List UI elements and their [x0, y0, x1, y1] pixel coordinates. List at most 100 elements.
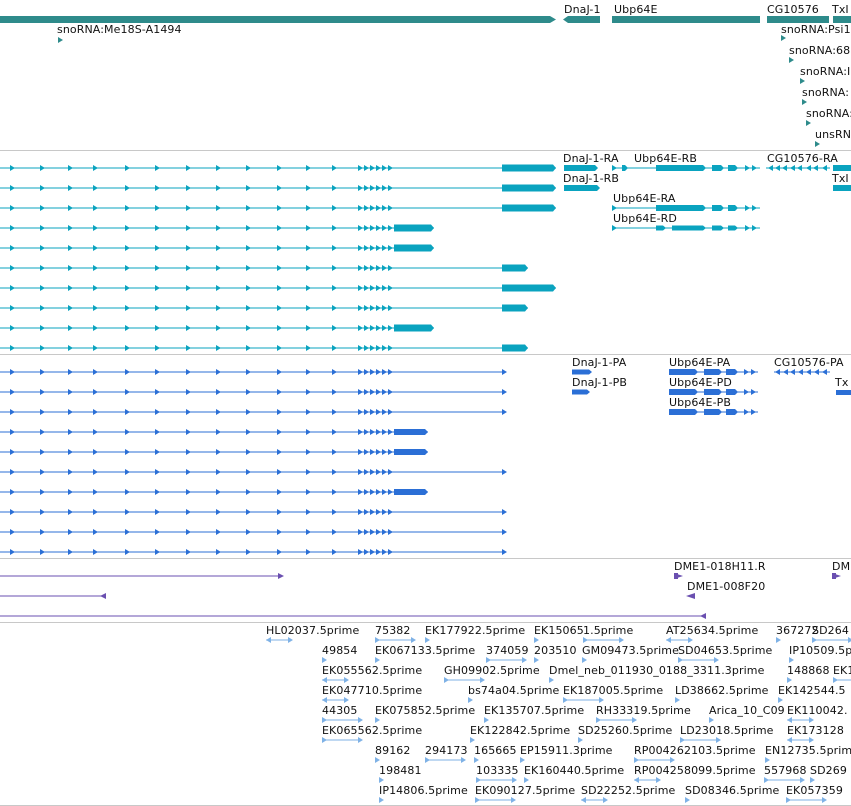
est-arrow[interactable]: [578, 737, 583, 743]
exon-arrow[interactable]: [364, 389, 369, 395]
exon-arrow[interactable]: [364, 449, 369, 455]
exon-arrow[interactable]: [277, 489, 282, 495]
exon-arrow[interactable]: [745, 205, 750, 211]
exon-arrow[interactable]: [358, 449, 363, 455]
est-arrow[interactable]: [375, 637, 380, 643]
exon-arrow[interactable]: [186, 345, 191, 351]
exon-arrow[interactable]: [751, 409, 756, 415]
exon-arrow[interactable]: [246, 345, 251, 351]
est-arrow[interactable]: [822, 797, 827, 803]
est-arrow[interactable]: [344, 697, 349, 703]
exon-arrow[interactable]: [370, 185, 375, 191]
exon-block[interactable]: [622, 165, 628, 171]
exon-arrow[interactable]: [364, 369, 369, 375]
gene-feature-cg10576[interactable]: [767, 16, 829, 23]
exon-block[interactable]: [394, 244, 434, 252]
est-arrow[interactable]: [678, 657, 683, 663]
exon-arrow[interactable]: [68, 389, 73, 395]
exon-arrow[interactable]: [277, 509, 282, 515]
exon-arrow[interactable]: [332, 389, 337, 395]
exon-arrow[interactable]: [10, 265, 15, 271]
exon-arrow[interactable]: [246, 225, 251, 231]
est-arrow[interactable]: [476, 777, 481, 783]
exon-arrow[interactable]: [370, 489, 375, 495]
exon-arrow[interactable]: [382, 185, 387, 191]
est-arrow[interactable]: [582, 657, 587, 663]
exon-arrow[interactable]: [376, 205, 381, 211]
exon-arrow[interactable]: [370, 429, 375, 435]
exon-arrow[interactable]: [382, 225, 387, 231]
est-arrow[interactable]: [468, 697, 473, 703]
exon-arrow[interactable]: [358, 529, 363, 535]
exon-arrow[interactable]: [125, 165, 130, 171]
end-arrow[interactable]: [502, 469, 507, 475]
est-arrow[interactable]: [379, 797, 384, 803]
exon-arrow[interactable]: [186, 285, 191, 291]
exon-arrow[interactable]: [246, 449, 251, 455]
exon-arrow[interactable]: [216, 205, 221, 211]
exon-block[interactable]: [669, 389, 698, 395]
exon-arrow[interactable]: [186, 469, 191, 475]
exon-arrow[interactable]: [125, 549, 130, 555]
exon-arrow[interactable]: [814, 369, 819, 375]
exon-arrow[interactable]: [382, 165, 387, 171]
exon-arrow[interactable]: [93, 469, 98, 475]
exon-block[interactable]: [394, 429, 428, 435]
exon-arrow[interactable]: [216, 389, 221, 395]
exon-block[interactable]: [502, 264, 528, 272]
exon-arrow[interactable]: [370, 305, 375, 311]
clone-arrow[interactable]: [700, 613, 706, 619]
exon-arrow[interactable]: [277, 429, 282, 435]
exon-arrow[interactable]: [358, 509, 363, 515]
exon-arrow[interactable]: [155, 185, 160, 191]
est-arrow[interactable]: [714, 657, 719, 663]
gene-feature-ubp64e[interactable]: [612, 16, 760, 23]
exon-arrow[interactable]: [364, 225, 369, 231]
exon-block[interactable]: [656, 165, 706, 171]
exon-arrow[interactable]: [388, 285, 393, 291]
exon-block[interactable]: [728, 165, 738, 171]
exon-arrow[interactable]: [246, 165, 251, 171]
exon-block[interactable]: [726, 369, 738, 375]
exon-block[interactable]: [728, 205, 738, 211]
exon-arrow[interactable]: [216, 409, 221, 415]
est-arrow[interactable]: [800, 777, 805, 783]
exon-arrow[interactable]: [388, 409, 393, 415]
exon-arrow[interactable]: [332, 165, 337, 171]
gene-feature-dnaj1[interactable]: [563, 16, 600, 23]
exon-arrow[interactable]: [388, 325, 393, 331]
exon-block[interactable]: [712, 165, 724, 171]
snorna-arrow[interactable]: [58, 37, 63, 43]
exon-arrow[interactable]: [10, 369, 15, 375]
exon-arrow[interactable]: [186, 489, 191, 495]
exon-arrow[interactable]: [332, 205, 337, 211]
est-arrow[interactable]: [670, 757, 675, 763]
exon-arrow[interactable]: [68, 225, 73, 231]
clone-feature-dme1-008f20[interactable]: [686, 593, 695, 599]
snorna-arrow[interactable]: [800, 78, 805, 84]
exon-arrow[interactable]: [364, 429, 369, 435]
exon-arrow[interactable]: [68, 509, 73, 515]
exon-arrow[interactable]: [358, 429, 363, 435]
exon-arrow[interactable]: [382, 345, 387, 351]
exon-arrow[interactable]: [813, 165, 818, 171]
exon-arrow[interactable]: [246, 469, 251, 475]
exon-arrow[interactable]: [358, 469, 363, 475]
protein-block-dnaj1-pa[interactable]: [572, 369, 592, 375]
exon-arrow[interactable]: [10, 245, 15, 251]
exon-arrow[interactable]: [125, 429, 130, 435]
exon-arrow[interactable]: [370, 469, 375, 475]
exon-arrow[interactable]: [10, 549, 15, 555]
exon-arrow[interactable]: [388, 549, 393, 555]
est-arrow[interactable]: [411, 637, 416, 643]
exon-arrow[interactable]: [358, 345, 363, 351]
exon-arrow[interactable]: [155, 549, 160, 555]
exon-arrow[interactable]: [93, 389, 98, 395]
exon-arrow[interactable]: [277, 325, 282, 331]
exon-block-txi[interactable]: [833, 165, 851, 171]
exon-arrow[interactable]: [277, 165, 282, 171]
clone-arrow[interactable]: [278, 573, 284, 579]
exon-arrow[interactable]: [186, 549, 191, 555]
exon-arrow[interactable]: [10, 285, 15, 291]
exon-arrow[interactable]: [332, 489, 337, 495]
